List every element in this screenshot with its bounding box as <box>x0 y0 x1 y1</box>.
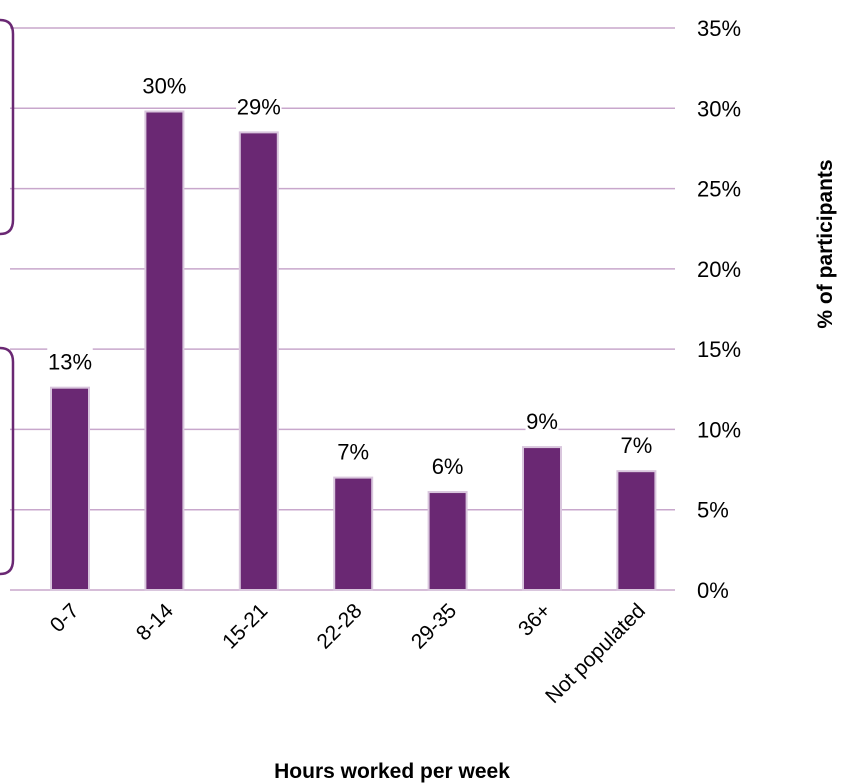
y-tick-label: 20% <box>697 257 741 282</box>
data-label-bg <box>431 452 465 481</box>
data-labels: 13% 30% 29% 7% 6% 9% 7% <box>47 71 653 481</box>
data-label-bg <box>525 407 559 436</box>
y-tick-label: 10% <box>697 417 741 442</box>
data-label: 7% <box>337 440 369 465</box>
bar <box>333 476 374 592</box>
y-tick-label: 35% <box>697 16 741 41</box>
y-tick-label: 30% <box>697 96 741 121</box>
bar <box>616 470 657 592</box>
data-label-bg <box>336 437 370 466</box>
side-bracket <box>0 346 15 576</box>
data-label-bg <box>141 71 188 100</box>
x-category-label: 22-28 <box>312 599 366 653</box>
data-label: 13% <box>48 350 92 375</box>
y-tick-label: 5% <box>697 498 729 523</box>
x-category-label: 36+ <box>514 599 555 640</box>
x-axis-categories: 0-7 8-14 15-21 22-28 29-35 36+Not populated <box>46 599 650 708</box>
bars <box>50 110 657 592</box>
x-category-label: 15-21 <box>218 599 272 653</box>
x-category-label: 0-7 <box>46 599 84 637</box>
y-axis-ticks: 0% 5% 10% 15% 20% 25% 30% 35% <box>697 16 741 603</box>
side-bracket <box>0 18 15 236</box>
y-tick-label: 0% <box>697 578 729 603</box>
y-axis-title: % of participants <box>814 159 837 328</box>
bar <box>144 110 185 592</box>
x-category-label: Not populated <box>541 599 650 708</box>
y-tick-label: 25% <box>697 177 741 202</box>
x-axis-title: Hours worked per week <box>274 760 510 783</box>
data-label-bg <box>236 92 282 121</box>
data-label-bg <box>47 347 93 376</box>
bar <box>427 491 468 591</box>
data-label-bg <box>619 431 653 460</box>
gridlines <box>10 27 675 591</box>
x-category-label: 8-14 <box>132 599 178 645</box>
data-label: 29% <box>237 94 281 119</box>
data-label: 9% <box>526 409 558 434</box>
data-label: 6% <box>432 454 464 479</box>
side-brackets <box>0 18 15 576</box>
bar <box>522 446 562 591</box>
data-label: 30% <box>142 73 186 98</box>
y-tick-label: 15% <box>697 337 741 362</box>
x-category-label: 29-35 <box>407 599 461 653</box>
bar <box>238 131 279 591</box>
bar <box>50 386 90 591</box>
data-label: 7% <box>621 433 653 458</box>
